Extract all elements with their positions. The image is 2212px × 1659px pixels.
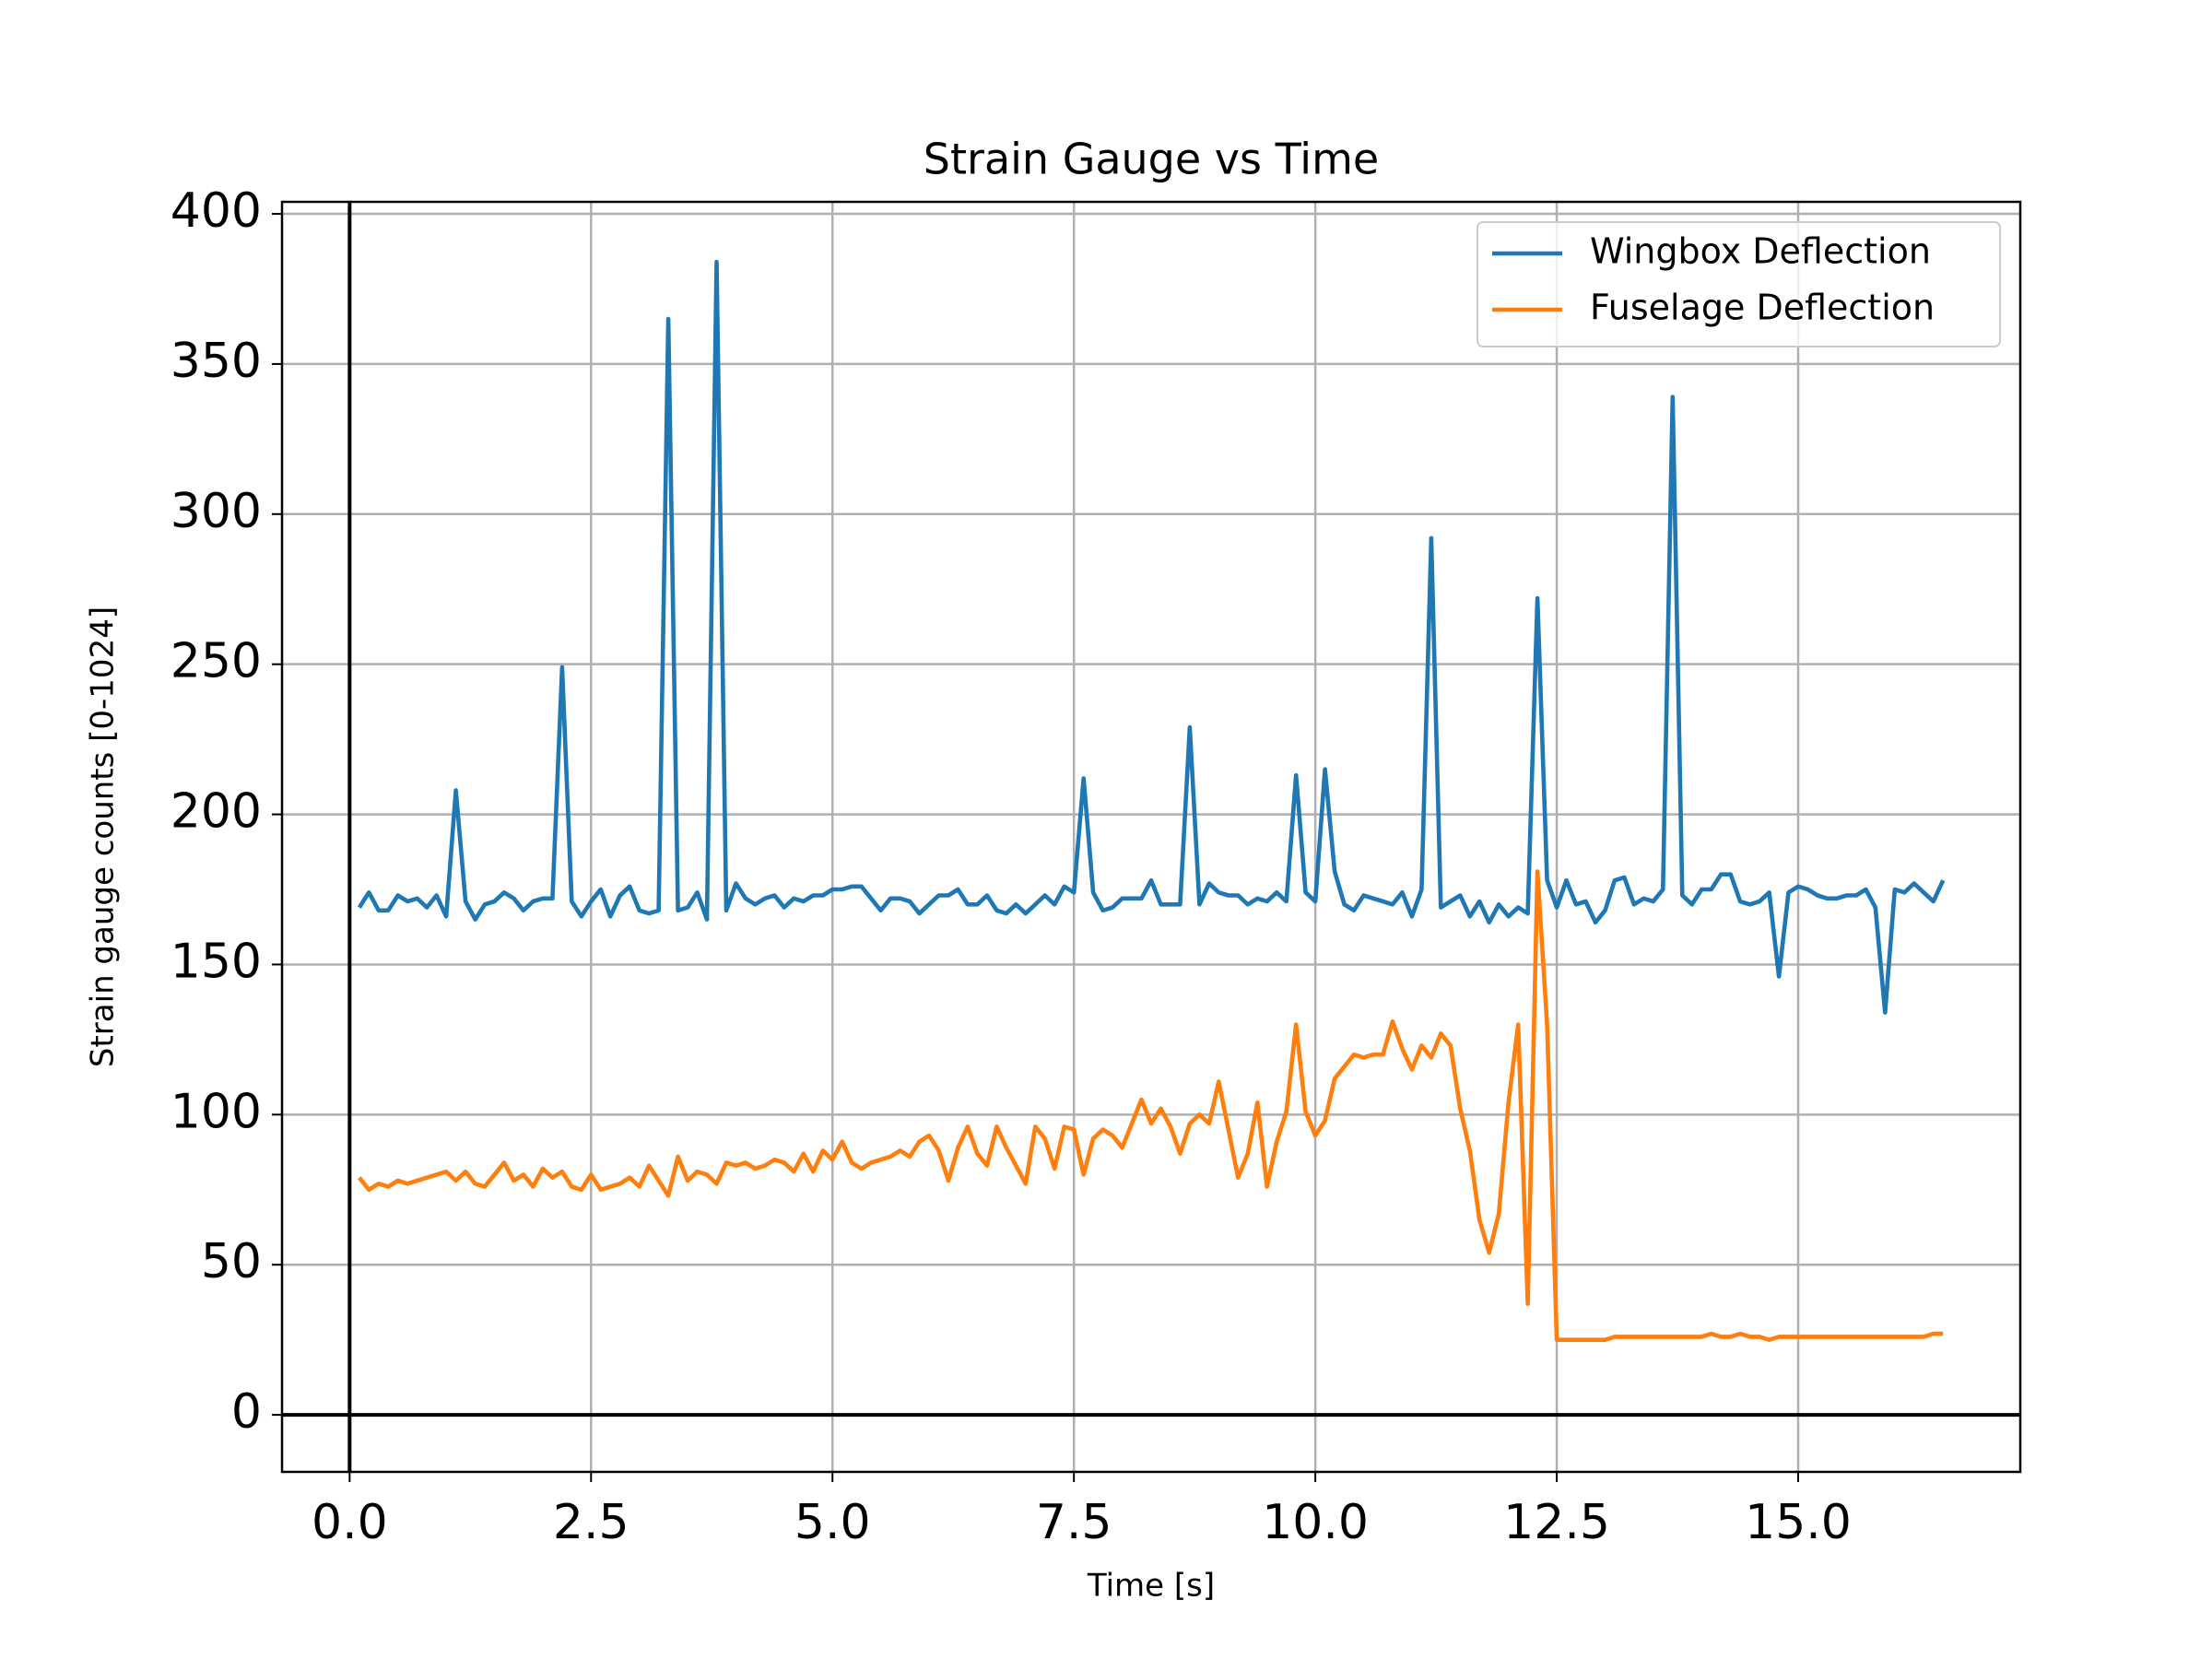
- x-tick-label: 0.0: [312, 1495, 388, 1550]
- y-axis-label: Strain gauge counts [0-1024]: [85, 606, 122, 1067]
- y-tick-label: 350: [171, 334, 262, 389]
- x-tick-label: 15.0: [1745, 1495, 1852, 1550]
- y-tick-label: 100: [171, 1084, 262, 1139]
- y-tick-label: 300: [171, 484, 262, 539]
- y-tick-label: 50: [201, 1234, 262, 1289]
- plot-frame: [280, 200, 2022, 1474]
- x-tick-label: 5.0: [794, 1495, 871, 1550]
- data-line: [357, 259, 1946, 1015]
- chart-title: Strain Gauge vs Time: [924, 135, 1379, 184]
- y-tick-label: 400: [171, 183, 262, 239]
- y-tick-label: 0: [231, 1384, 262, 1440]
- x-tick-label: 2.5: [553, 1495, 629, 1550]
- legend-label: Wingbox Deflection: [1590, 231, 1931, 272]
- x-axis-label: Time [s]: [1087, 1568, 1215, 1605]
- legend-label: Fuselage Deflection: [1590, 288, 1935, 328]
- x-tick-label: 10.0: [1262, 1495, 1369, 1550]
- y-tick-label: 150: [171, 934, 262, 989]
- y-tick-label: 200: [171, 784, 262, 840]
- data-line: [358, 869, 1944, 1342]
- x-tick-label: 12.5: [1503, 1495, 1610, 1550]
- y-tick-label: 250: [171, 634, 262, 689]
- legend-box: [1477, 221, 2001, 347]
- x-tick-label: 7.5: [1036, 1495, 1112, 1550]
